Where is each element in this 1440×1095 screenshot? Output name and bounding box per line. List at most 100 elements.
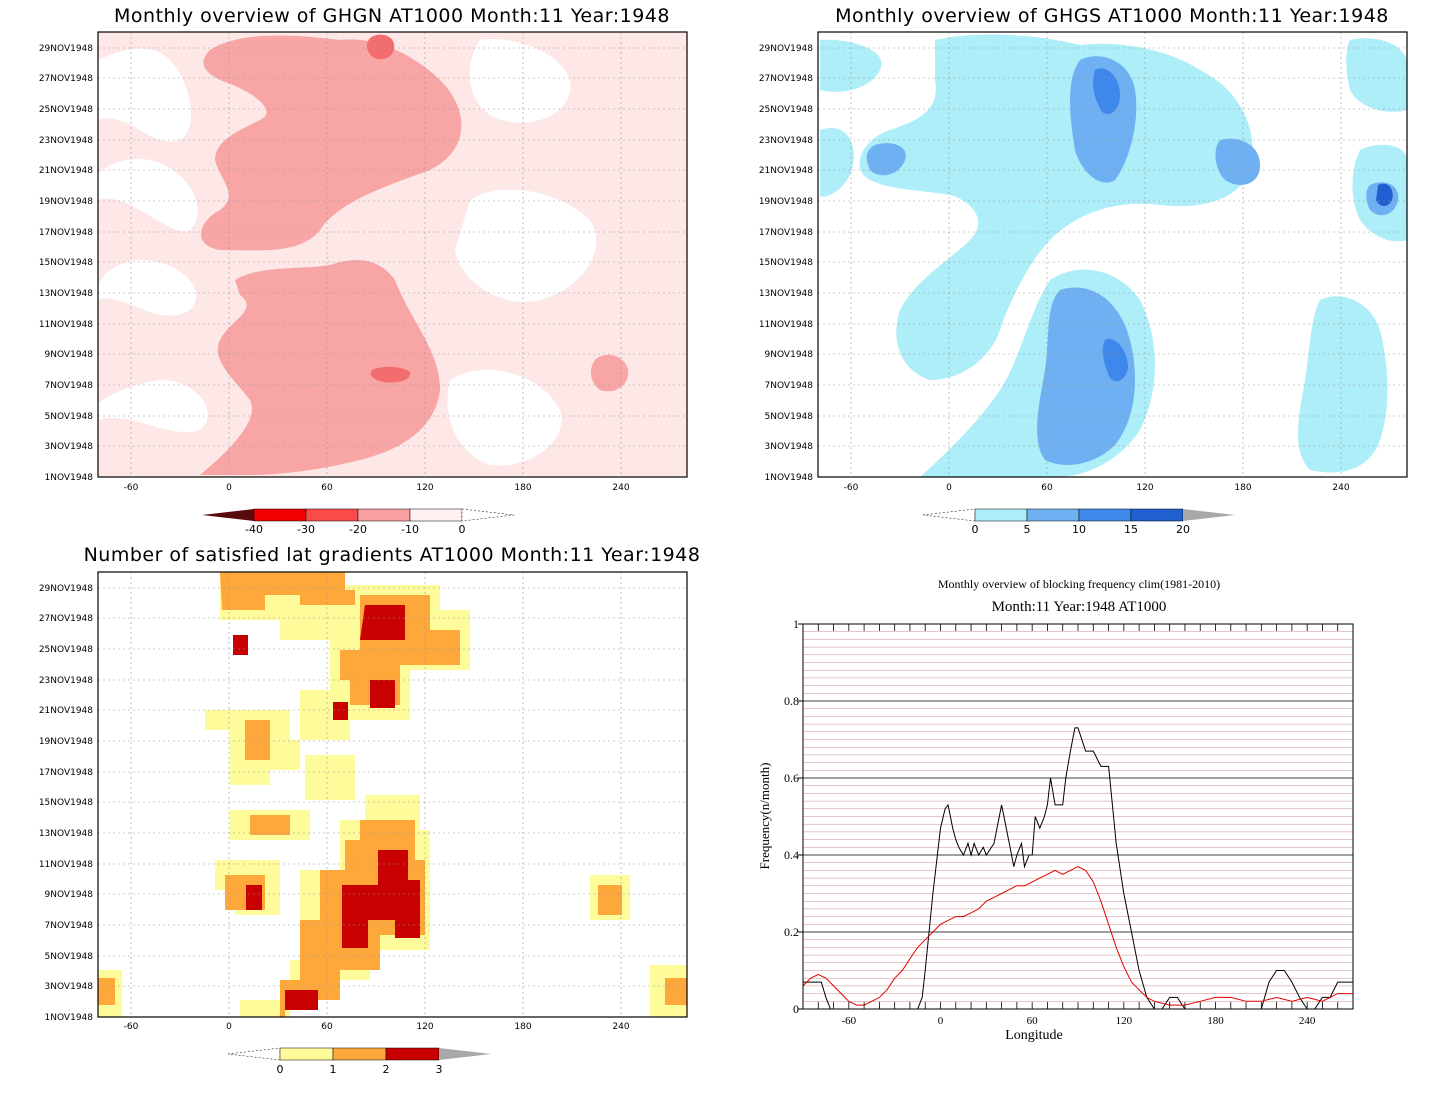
- sat-mid-region: [220, 572, 355, 610]
- sat-panel: Number of satisfied lat gradients AT1000…: [0, 540, 720, 1091]
- ghgn-grid: [98, 32, 687, 477]
- ghgn-y-tick: 3NOV1948: [45, 442, 94, 452]
- sat-mid-region: [665, 978, 687, 1005]
- ghgs-field: [818, 32, 1407, 477]
- sat-y-tick: 7NOV1948: [45, 921, 94, 931]
- ghgs-light-region: [820, 128, 854, 197]
- sat-y-tick: 23NOV1948: [39, 676, 93, 686]
- ghgs-y-tick: 19NOV1948: [759, 197, 813, 207]
- sat-mid-region: [245, 720, 270, 760]
- ghgn-field: [98, 32, 687, 477]
- sat-colorbar-tick: 0: [277, 1063, 284, 1076]
- ghgn-colorbar-swatch: [305, 508, 359, 522]
- ghgs-y-tick: 29NOV1948: [759, 44, 813, 54]
- ghgn-colorbar-swatch: [461, 508, 515, 522]
- ghgs-dark-region: [1092, 68, 1120, 115]
- sat-colorbar: 0 1 2 3: [227, 1047, 491, 1076]
- sat-x-tick: -60: [124, 1022, 139, 1032]
- sat-title: Number of satisfied lat gradients AT1000…: [84, 544, 701, 566]
- ghgn-y-tick: 1NOV1948: [45, 473, 94, 483]
- ghgs-mid-region: [1037, 287, 1135, 465]
- freq-series-red-line: [802, 866, 1353, 1006]
- freq-y-tick-label: 0: [793, 1002, 799, 1016]
- ghgs-x-tick: 240: [1332, 483, 1349, 493]
- ghgn-y-tick: 29NOV1948: [39, 44, 93, 54]
- sat-y-ticks: 1NOV1948 3NOV1948 5NOV1948 7NOV1948 9NOV…: [39, 584, 93, 1023]
- freq-x-tick-label: -60: [841, 1015, 856, 1027]
- sat-y-tick: 5NOV1948: [45, 952, 94, 962]
- ghgn-y-tick: 23NOV1948: [39, 136, 93, 146]
- ghgs-light-region: [820, 39, 882, 92]
- sat-grid: [98, 572, 687, 1017]
- ghgs-colorbar-swatch: [922, 508, 976, 522]
- ghgs-grid: [818, 32, 1407, 477]
- sat-light-region: [305, 755, 355, 800]
- ghgn-y-tick: 7NOV1948: [45, 381, 94, 391]
- ghgn-y-ticks: 1NOV1948 3NOV1948 5NOV1948 7NOV1948 9NOV…: [39, 44, 93, 483]
- ghgs-x-tick: 0: [946, 483, 952, 493]
- ghgn-chart: Monthly overview of GHGN AT1000 Month:11…: [39, 5, 688, 536]
- ghgs-colorbar-swatch: [1130, 508, 1184, 522]
- ghgn-panel: Monthly overview of GHGN AT1000 Month:11…: [0, 0, 720, 540]
- freq-xlabel: Longitude: [1005, 1028, 1063, 1043]
- freq-chart: Monthly overview of blocking frequency c…: [757, 577, 1354, 1043]
- sat-y-tick: 21NOV1948: [39, 706, 93, 716]
- ghgn-y-tick: 19NOV1948: [39, 197, 93, 207]
- ghgs-darkest-region: [1376, 183, 1393, 206]
- freq-title: Monthly overview of blocking frequency c…: [938, 577, 1220, 591]
- sat-x-tick: 60: [321, 1022, 333, 1032]
- ghgn-low-region: [469, 39, 571, 123]
- ghgn-colorbar-swatch: [253, 508, 307, 522]
- sat-y-tick: 27NOV1948: [39, 614, 93, 624]
- sat-darkest-region: [370, 680, 395, 708]
- ghgn-low-region: [98, 260, 197, 316]
- freq-ticks: -60 0 60 120 180 240 0 0.2 0.4 0.6 0.8 1: [784, 617, 1354, 1027]
- ghgs-y-tick: 9NOV1948: [765, 350, 814, 360]
- ghgs-light-region: [859, 34, 1253, 381]
- ghgs-y-ticks: 1NOV1948 3NOV1948 5NOV1948 7NOV1948 9NOV…: [759, 44, 813, 483]
- ghgs-colorbar-tick: 10: [1072, 523, 1086, 536]
- ghgs-mid-region: [1215, 138, 1260, 185]
- ghgs-title: Monthly overview of GHGS AT1000 Month:11…: [835, 5, 1389, 27]
- sat-y-tick: 15NOV1948: [39, 798, 93, 808]
- ghgn-x-tick: 0: [226, 483, 232, 493]
- ghgs-y-tick: 13NOV1948: [759, 289, 813, 299]
- freq-x-tick-label: 120: [1116, 1015, 1133, 1027]
- ghgn-colorbar-swatch: [409, 508, 463, 522]
- sat-colorbar-tick: 3: [436, 1063, 443, 1076]
- freq-y-tick-label: 0.8: [784, 694, 799, 708]
- ghgs-y-tick: 15NOV1948: [759, 258, 813, 268]
- freq-y-tick-label: 0.6: [784, 771, 799, 785]
- sat-colorbar-swatch: [439, 1048, 491, 1060]
- sat-y-tick: 25NOV1948: [39, 645, 93, 655]
- sat-colorbar-swatch: [279, 1047, 334, 1061]
- ghgn-mid-region: [200, 260, 440, 475]
- ghgs-y-tick: 1NOV1948: [765, 473, 814, 483]
- ghgn-dark-region: [366, 34, 395, 60]
- sat-x-tick: 120: [416, 1022, 433, 1032]
- ghgn-y-tick: 17NOV1948: [39, 228, 93, 238]
- sat-field: [98, 572, 687, 1017]
- ghgn-colorbar-tick: -20: [349, 523, 367, 536]
- ghgn-y-tick: 25NOV1948: [39, 105, 93, 115]
- freq-panel: Monthly overview of blocking frequency c…: [720, 540, 1440, 1091]
- ghgs-x-tick: -60: [844, 483, 859, 493]
- sat-y-tick: 9NOV1948: [45, 890, 94, 900]
- freq-grid: [803, 631, 1353, 1002]
- ghgn-colorbar-tick: -40: [245, 523, 263, 536]
- sat-y-tick: 1NOV1948: [45, 1013, 94, 1023]
- sat-x-tick: 0: [226, 1022, 232, 1032]
- ghgs-y-tick: 17NOV1948: [759, 228, 813, 238]
- ghgs-x-tick: 180: [1234, 483, 1251, 493]
- ghgn-colorbar-tick: 0: [459, 523, 466, 536]
- sat-x-tick: 240: [612, 1022, 629, 1032]
- ghgs-mid-region: [866, 143, 906, 176]
- freq-y-tick-label: 0.2: [784, 925, 799, 939]
- ghgn-y-tick: 5NOV1948: [45, 412, 94, 422]
- ghgn-colorbar-tick: -10: [401, 523, 419, 536]
- freq-y-tick-label: 0.4: [784, 848, 799, 862]
- sat-colorbar-swatch: [227, 1047, 281, 1061]
- ghgn-low-region: [455, 189, 597, 302]
- ghgn-x-tick: 240: [612, 483, 629, 493]
- freq-ylabel: Frequency(n/month): [757, 763, 772, 870]
